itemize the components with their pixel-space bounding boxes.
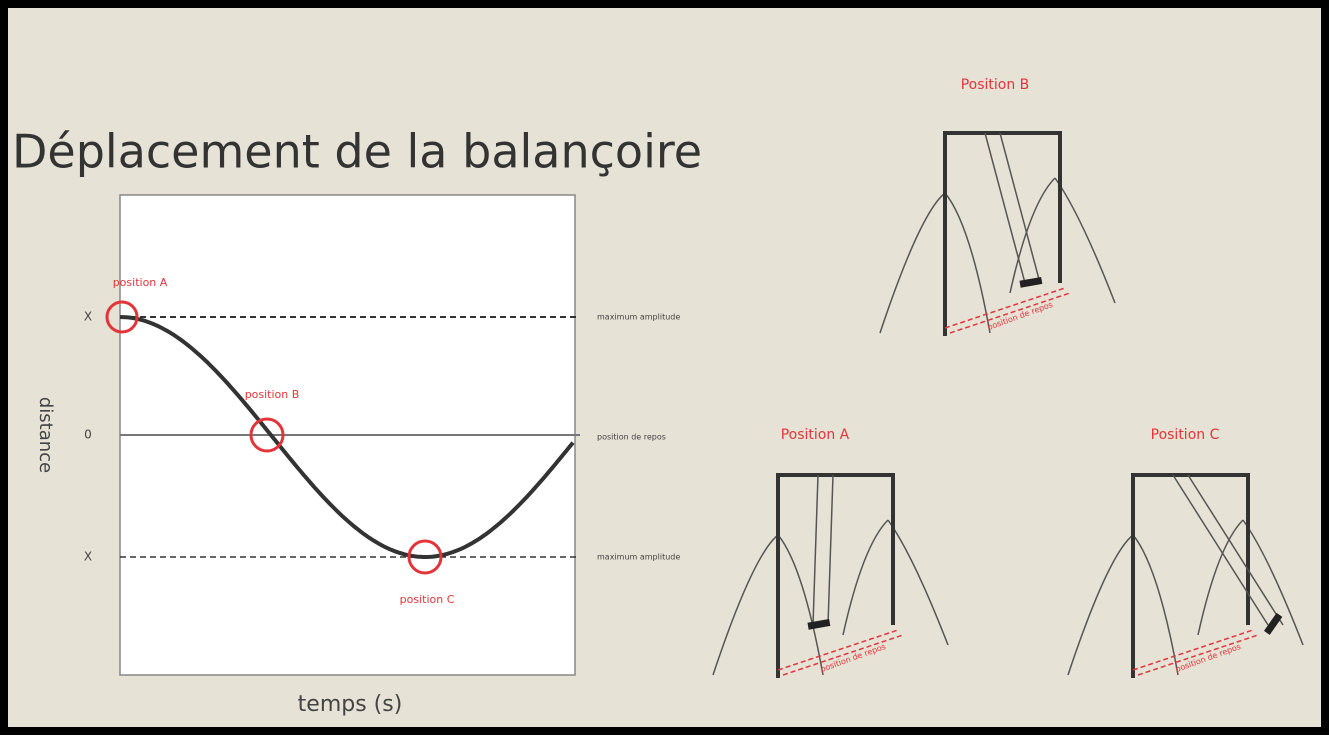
y-label: 0 [84,428,92,442]
point-circle [105,300,139,334]
line-label: position de repos [597,433,666,442]
point-circle [407,539,443,575]
swing-frame [1131,473,1250,678]
ground-line [1132,629,1259,676]
swing-title: Position B [961,77,1030,93]
y-label: X [84,310,92,324]
swing-legs [712,519,949,676]
swing-legs [1067,519,1304,676]
y-label: X [84,550,92,564]
title: Déplacement de la balançoire [12,125,702,179]
swing-seat [1263,612,1283,635]
displacement-curve [119,315,575,559]
swing-title: Position C [1151,427,1220,443]
line-label: maximum amplitude [597,553,680,562]
ground-line [944,287,1071,334]
swing-ropes [812,474,834,626]
x-axis-label: temps (s) [298,692,403,717]
line-label: maximum amplitude [597,313,680,322]
point-circle [249,417,285,453]
swing-seat [1019,276,1043,288]
swing-title: Position A [781,427,850,443]
point-label: position B [245,388,300,401]
point-label: position C [400,593,455,606]
swing-frame [776,473,895,678]
y-axis-label: distance [35,397,56,473]
swing-ropes [984,132,1041,284]
swing-ropes [1172,474,1284,626]
swing-frame [943,131,1062,336]
ground-line [777,629,904,676]
swing-seat [807,618,831,630]
point-label: position A [113,276,168,289]
swing-legs [879,177,1116,334]
